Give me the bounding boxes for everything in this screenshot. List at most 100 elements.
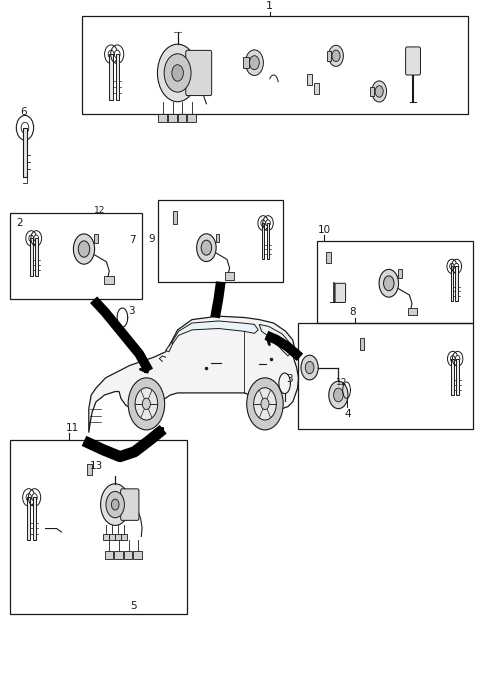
Circle shape: [164, 54, 191, 92]
FancyBboxPatch shape: [406, 47, 420, 75]
Text: 4: 4: [345, 409, 351, 419]
Bar: [408, 308, 417, 315]
Text: 11: 11: [66, 423, 80, 432]
Circle shape: [305, 361, 314, 374]
Circle shape: [245, 50, 264, 76]
Circle shape: [157, 44, 198, 102]
Bar: [109, 54, 113, 100]
Bar: [173, 211, 177, 224]
Bar: [225, 272, 234, 280]
Circle shape: [32, 493, 37, 501]
Circle shape: [21, 122, 29, 133]
Circle shape: [172, 64, 183, 81]
Polygon shape: [172, 321, 258, 344]
Bar: [10, 213, 142, 299]
Circle shape: [375, 86, 383, 97]
Bar: [124, 551, 132, 559]
Circle shape: [379, 270, 398, 297]
Bar: [105, 276, 114, 284]
Circle shape: [106, 491, 124, 518]
Text: 1: 1: [266, 1, 273, 10]
Bar: [33, 498, 36, 541]
Bar: [109, 534, 115, 540]
Bar: [456, 266, 458, 301]
Circle shape: [34, 235, 38, 242]
Circle shape: [26, 493, 32, 501]
Bar: [326, 51, 331, 60]
Bar: [105, 551, 113, 559]
Text: 12: 12: [94, 206, 105, 215]
Circle shape: [114, 50, 120, 58]
Circle shape: [143, 398, 150, 410]
FancyBboxPatch shape: [186, 51, 212, 96]
Circle shape: [456, 356, 460, 362]
Bar: [82, 16, 468, 114]
Circle shape: [450, 356, 455, 362]
Text: 9: 9: [148, 234, 155, 245]
FancyBboxPatch shape: [335, 283, 346, 302]
Bar: [267, 223, 269, 259]
Bar: [133, 551, 142, 559]
Text: 5: 5: [131, 601, 137, 611]
Circle shape: [250, 55, 259, 70]
Text: 6: 6: [21, 107, 27, 117]
Circle shape: [261, 220, 265, 227]
Circle shape: [253, 387, 276, 420]
Bar: [158, 114, 167, 122]
Text: 10: 10: [318, 225, 331, 235]
Bar: [23, 128, 27, 177]
Bar: [314, 82, 319, 94]
Bar: [27, 498, 30, 541]
Circle shape: [101, 484, 130, 525]
Polygon shape: [166, 342, 173, 352]
Bar: [317, 240, 473, 323]
Circle shape: [329, 45, 343, 67]
Circle shape: [266, 220, 270, 227]
Circle shape: [197, 234, 216, 261]
Circle shape: [261, 398, 269, 410]
Circle shape: [372, 81, 386, 102]
Circle shape: [455, 263, 459, 270]
Bar: [216, 234, 219, 243]
Text: 2: 2: [16, 218, 23, 227]
Text: 8: 8: [349, 307, 356, 317]
Bar: [94, 234, 98, 243]
Bar: [103, 534, 108, 540]
Bar: [187, 114, 196, 122]
Bar: [360, 338, 364, 351]
Bar: [326, 252, 331, 263]
Polygon shape: [89, 316, 299, 432]
Circle shape: [301, 356, 318, 380]
Polygon shape: [259, 324, 292, 356]
Circle shape: [334, 388, 343, 402]
Bar: [121, 534, 127, 540]
Text: 3: 3: [129, 306, 135, 316]
Circle shape: [201, 240, 212, 255]
Bar: [451, 359, 454, 395]
Bar: [158, 200, 283, 282]
Bar: [168, 114, 177, 122]
Circle shape: [332, 50, 340, 62]
Bar: [456, 359, 459, 395]
Bar: [370, 87, 374, 96]
Text: 3: 3: [286, 374, 293, 385]
Circle shape: [329, 381, 348, 409]
Text: 7: 7: [129, 235, 135, 245]
Circle shape: [73, 234, 95, 264]
Circle shape: [78, 241, 90, 257]
Bar: [10, 439, 187, 614]
Bar: [398, 270, 402, 278]
FancyBboxPatch shape: [120, 489, 139, 520]
Bar: [178, 114, 186, 122]
Bar: [451, 266, 453, 301]
Bar: [116, 54, 119, 100]
Text: 12: 12: [336, 378, 348, 387]
Bar: [115, 534, 121, 540]
Circle shape: [108, 50, 114, 58]
Bar: [114, 551, 123, 559]
Bar: [298, 323, 473, 429]
Bar: [35, 238, 37, 276]
Text: 13: 13: [90, 462, 104, 471]
Circle shape: [135, 387, 158, 420]
Circle shape: [29, 235, 34, 242]
